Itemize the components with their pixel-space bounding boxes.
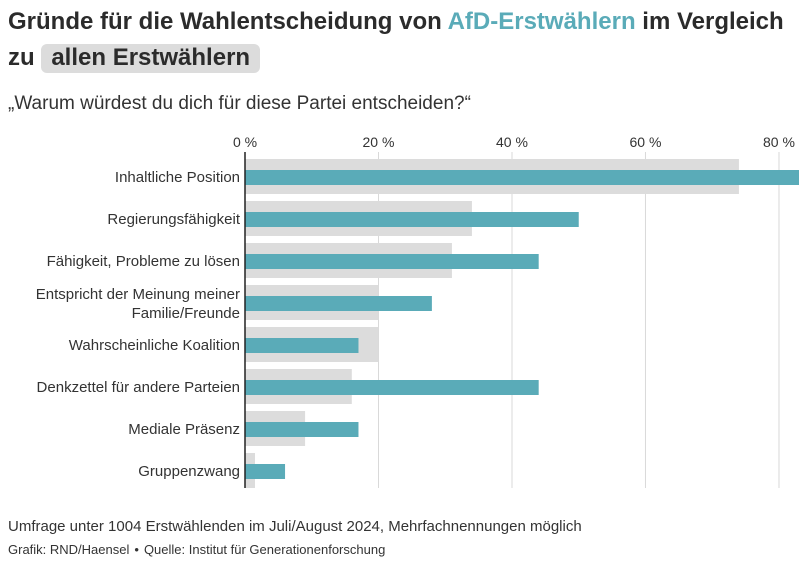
bar-afd-erstwaehler (245, 464, 286, 479)
bar-afd-erstwaehler (245, 380, 539, 395)
x-tick-label: 80 % (763, 134, 795, 150)
x-tick-label: 0 % (232, 134, 258, 150)
bar-afd-erstwaehler (245, 338, 359, 353)
title-highlight-all: allen Erstwählern (41, 44, 261, 73)
bar-afd-erstwaehler (245, 212, 579, 227)
bar-afd-erstwaehler (245, 296, 432, 311)
credit-source: Quelle: Institut für Generationenforschu… (143, 542, 386, 557)
chart-title: Gründe für die Wahlentscheidung von AfD-… (8, 4, 798, 76)
x-tick-label: 40 % (496, 134, 528, 150)
credit-grafik: Grafik: RND/Haensel (8, 542, 130, 557)
bar-afd-erstwaehler (245, 422, 359, 437)
category-label: Inhaltliche Position (114, 169, 240, 186)
category-label: Entspricht der Meinung meiner Familie/Fre… (35, 285, 240, 322)
credit-separator: • (134, 542, 139, 557)
footnote: Umfrage unter 1004 Erstwählenden im Juli… (8, 518, 582, 535)
bar-afd-erstwaehler (245, 170, 799, 185)
title-prefix: Gründe für die Wahlentscheidung von (8, 8, 448, 35)
category-label: Wahrscheinliche Koalition (68, 337, 240, 354)
category-label: Denkzettel für andere Parteien (36, 379, 240, 396)
category-label: Gruppenzwang (138, 463, 240, 480)
category-label: Mediale Präsenz (128, 421, 240, 438)
title-middle: im Vergleich zu (8, 8, 784, 71)
category-label: Regierungsfähigkeit (107, 211, 240, 228)
credits: Grafik: RND/Haensel • Quelle: Institut für… (8, 542, 385, 557)
category-label: Fähigkeit, Probleme zu lösen (46, 253, 240, 270)
title-highlight-afd: AfD-Erstwählern (447, 8, 636, 35)
chart-subtitle: „Warum würdest du dich für diese Partei … (8, 93, 471, 114)
bar-afd-erstwaehler (245, 254, 539, 269)
x-tick-label: 60 % (629, 134, 662, 150)
x-tick-label: 20 % (362, 134, 395, 150)
